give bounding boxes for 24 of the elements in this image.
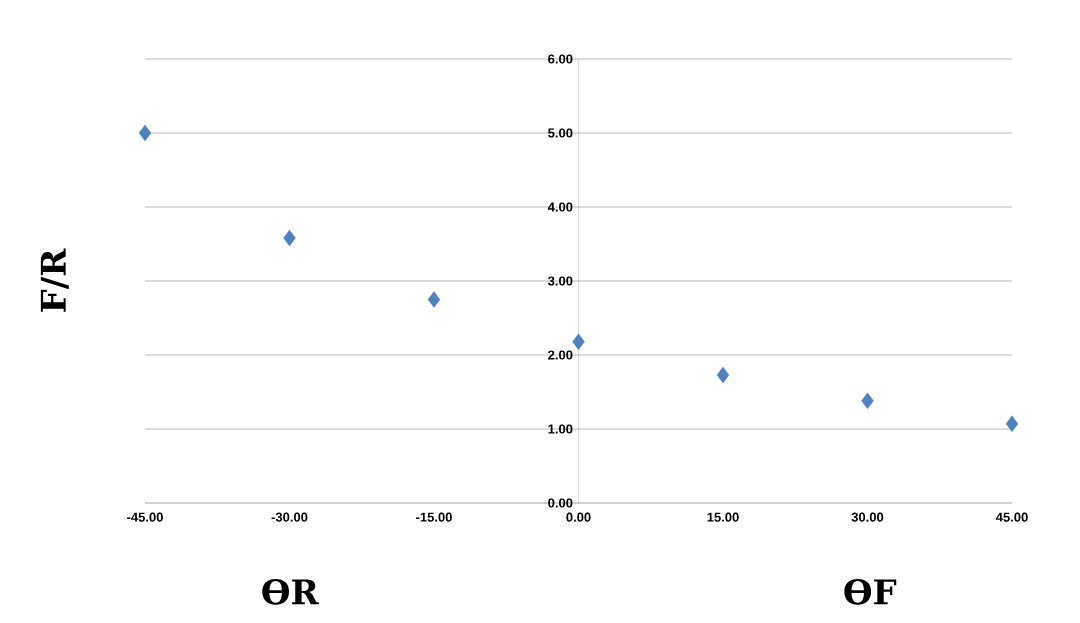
point (427, 291, 441, 308)
x-tick-label: -15.00 (416, 512, 452, 522)
x-tick-label: -30.00 (271, 512, 308, 522)
text: ƟR (262, 578, 319, 605)
y-tick-label: 6.00 (548, 54, 573, 64)
x-tick-label: -45.00 (127, 512, 163, 522)
point (716, 366, 730, 384)
x-tick-label: 15.00 (707, 512, 739, 522)
x-tick-label: 45.00 (995, 512, 1028, 522)
y-tick-label: 0.00 (548, 498, 573, 508)
x-tick-label: 30.00 (851, 512, 884, 522)
point (138, 124, 152, 142)
text: ƟF (844, 578, 897, 605)
point (861, 392, 874, 410)
y-tick-label: 5.00 (548, 128, 573, 138)
point (1005, 415, 1019, 433)
point (572, 333, 585, 350)
point (283, 229, 296, 247)
y-tick-label: 2.00 (548, 350, 573, 360)
y-axis-title: F/R (40, 248, 69, 312)
y-tick-label: 1.00 (548, 424, 573, 434)
x-tick-label: 0.00 (566, 512, 591, 522)
y-tick-label: 3.00 (547, 276, 573, 286)
y-tick-label: 4.00 (547, 202, 573, 212)
